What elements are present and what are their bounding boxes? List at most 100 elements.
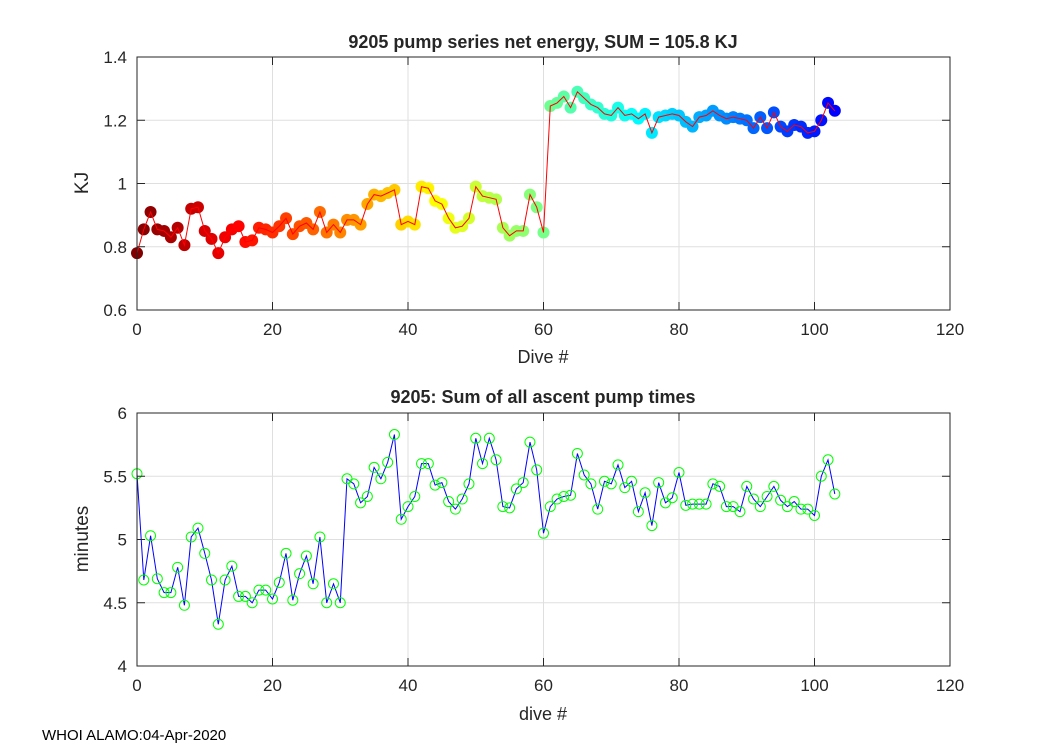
pump-time-y-axis-label: minutes xyxy=(72,506,93,573)
pump-time-y-tick-label: 4.5 xyxy=(103,594,127,613)
pump-time-point xyxy=(483,432,495,444)
pump-time-point xyxy=(700,498,712,510)
energy-y-tick-label: 0.6 xyxy=(103,301,127,320)
pump-time-point xyxy=(206,574,218,586)
pump-time-point xyxy=(361,490,373,502)
pump-time-point xyxy=(246,597,258,609)
pump-time-point xyxy=(375,473,387,485)
pump-time-point xyxy=(138,574,150,586)
pump-time-point xyxy=(321,597,333,609)
pump-time-point xyxy=(693,498,705,510)
pump-time-point xyxy=(382,456,394,468)
pump-time-point xyxy=(653,477,665,489)
pump-time-x-tick-label: 20 xyxy=(263,676,282,695)
pump-time-point xyxy=(565,489,577,501)
pump-time-point xyxy=(605,478,617,490)
pump-time-point xyxy=(158,587,170,599)
pump-time-point xyxy=(409,490,421,502)
pump-time-point xyxy=(592,503,604,515)
pump-time-point xyxy=(822,454,834,466)
pump-time-point xyxy=(598,475,610,487)
pump-time-y-tick-label: 6 xyxy=(118,404,127,423)
pump-time-x-tick-label: 40 xyxy=(399,676,418,695)
pump-time-x-tick-label: 100 xyxy=(800,676,828,695)
pump-time-point xyxy=(172,561,184,573)
energy-x-tick-label: 100 xyxy=(800,320,828,339)
pump-time-point xyxy=(416,458,428,470)
pump-time-point xyxy=(314,531,326,543)
pump-time-point xyxy=(185,531,197,543)
pump-time-point xyxy=(612,459,624,471)
energy-x-tick-label: 40 xyxy=(399,320,418,339)
pump-time-point xyxy=(619,482,631,494)
pump-time-point xyxy=(829,488,841,500)
pump-time-y-tick-label: 4 xyxy=(118,657,127,676)
pump-time-point xyxy=(443,496,455,508)
pump-time-point xyxy=(680,499,692,511)
pump-time-y-tick-label: 5 xyxy=(118,531,127,550)
pump-time-point xyxy=(809,509,820,521)
pump-time-point xyxy=(497,501,509,513)
pump-time-point xyxy=(253,584,265,596)
pump-time-point xyxy=(355,497,367,509)
pump-time-x-axis-label: dive # xyxy=(519,704,567,724)
pump-time-chart: 0 20 40 60 80 100 120 4 4.5 5 5.5 6 9205: Sum of al… xyxy=(72,387,964,724)
pump-time-point xyxy=(477,458,489,470)
pump-time-point xyxy=(646,520,658,532)
pump-time-point xyxy=(666,492,678,504)
energy-x-tick-label: 20 xyxy=(263,320,282,339)
pump-time-point xyxy=(436,477,448,489)
pump-time-point xyxy=(714,480,726,492)
pump-time-point xyxy=(388,429,400,441)
pump-time-point xyxy=(538,527,549,539)
pump-time-point xyxy=(531,464,543,476)
energy-y-tick-label: 1.2 xyxy=(103,111,127,130)
pump-time-point xyxy=(734,506,746,518)
pump-time-x-tick-label: 60 xyxy=(534,676,553,695)
pump-time-point xyxy=(585,478,597,490)
pump-time-point xyxy=(761,490,773,502)
pump-time-point xyxy=(544,501,556,513)
pump-time-point xyxy=(748,493,760,505)
pump-time-point xyxy=(429,479,441,491)
pump-time-point xyxy=(504,502,516,514)
pump-time-point xyxy=(639,487,651,499)
energy-x-tick-label: 80 xyxy=(670,320,689,339)
pump-time-point xyxy=(449,503,461,515)
pump-time-point xyxy=(395,513,407,525)
pump-time-point xyxy=(226,560,238,572)
pump-time-point xyxy=(673,466,685,478)
pump-time-point xyxy=(178,599,190,611)
pump-time-point xyxy=(212,618,224,630)
pump-time-point xyxy=(233,590,245,602)
pump-time-series-line xyxy=(136,434,836,625)
pump-time-point xyxy=(422,458,434,470)
pump-time-point xyxy=(768,480,780,492)
pump-time-point xyxy=(470,432,482,444)
pump-time-point xyxy=(463,478,475,490)
pump-time-point xyxy=(287,594,299,606)
pump-time-point xyxy=(165,587,177,599)
pump-time-x-tick-label: 0 xyxy=(132,676,141,695)
pump-time-point xyxy=(239,590,251,602)
pump-time-point xyxy=(280,547,292,559)
pump-time-chart-title: 9205: Sum of all ascent pump times xyxy=(390,387,695,407)
pump-time-point xyxy=(307,578,319,590)
pump-time-point xyxy=(775,494,787,506)
pump-time-point xyxy=(456,493,468,505)
pump-time-point xyxy=(334,597,346,609)
pump-time-point xyxy=(558,490,570,502)
pump-time-ticks: 0 20 40 60 80 100 120 4 4.5 5 5.5 6 xyxy=(103,404,964,695)
pump-time-point xyxy=(754,501,766,513)
energy-ticks: 0 20 40 60 80 100 120 0.6 0.8 1 1.2 1.4 xyxy=(103,48,964,339)
pump-time-point xyxy=(510,483,522,495)
pump-time-point xyxy=(294,568,306,580)
energy-y-tick-label: 1.4 xyxy=(103,48,127,67)
energy-x-tick-label: 120 xyxy=(936,320,964,339)
pump-time-point xyxy=(741,480,753,492)
pump-time-point xyxy=(802,503,814,515)
pump-time-point xyxy=(524,436,536,448)
pump-time-point xyxy=(490,454,502,466)
energy-series-line xyxy=(136,90,836,255)
